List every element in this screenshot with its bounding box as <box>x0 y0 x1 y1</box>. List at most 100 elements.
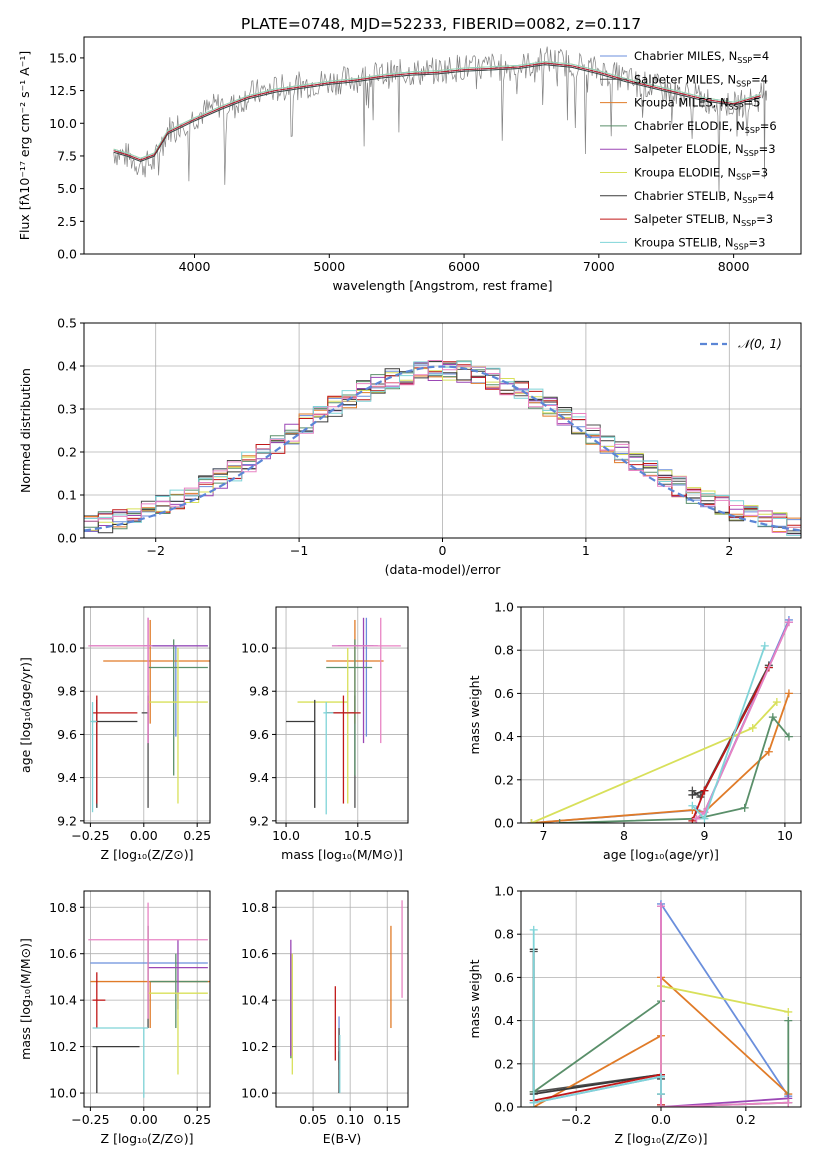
legend-count: =5 <box>744 96 761 110</box>
residuals-ytick-label: 0.1 <box>57 488 77 503</box>
weight_vs_Z-xlabel: Z [log₁₀(Z/Z⊙)] <box>615 1131 708 1146</box>
weight_vs_age-point-marker <box>688 801 697 810</box>
spectrum-ytick-label: 12.5 <box>49 83 77 98</box>
spectrum-ytick-label: 10.0 <box>49 116 77 131</box>
weight_vs_Z-xtick-label: 0.2 <box>736 1112 756 1127</box>
age_vs_mass-frame <box>275 606 409 824</box>
mass_vs_Z-grid <box>84 891 210 1107</box>
weight_vs_age-xtick-label: 7 <box>540 828 548 843</box>
weight_vs_Z-point-marker <box>657 1072 665 1081</box>
mass_vs_ebv-ytick-label: 10.2 <box>241 1039 269 1054</box>
weight_vs_Z-ytick-label: 1.0 <box>494 884 514 899</box>
weight_vs_Z-point-marker <box>784 1098 793 1107</box>
spectrum-legend: Chabrier MILES, NSSP=4 Salpeter MILES, NS… <box>600 49 777 251</box>
mass_vs_ebv-xlabel: E(B-V) <box>323 1131 362 1146</box>
spectrum-frame <box>83 36 802 255</box>
age_vs_Z-frame <box>83 606 211 824</box>
age_vs_Z-panel: −0.25 0.00 0.25 9.2 9.4 9.6 9.8 10.0 Z [log₁₀(Z/… <box>18 606 211 862</box>
weight_vs_age-point-marker <box>760 641 769 650</box>
spectrum-xtick-label: 6000 <box>448 259 480 274</box>
mass_vs_Z-xtick-label: 0.00 <box>130 1112 158 1127</box>
spectrum-xtick-label: 7000 <box>583 259 615 274</box>
legend-entry-label: Kroupa STELIB, NSSP=3 <box>634 235 765 251</box>
legend-entry-label: Kroupa ELODIE, NSSP=3 <box>634 166 768 182</box>
spectrum-ytick-label: 15.0 <box>49 50 77 65</box>
spectrum-xtick-label: 4000 <box>179 259 211 274</box>
model-spectrum-line <box>113 62 761 161</box>
weight_vs_age-point-marker <box>784 689 793 698</box>
legend-entry-label: Salpeter ELODIE, NSSP=3 <box>634 142 776 158</box>
model-spectrum-line <box>113 61 761 159</box>
age_vs_mass-ytick-label: 9.4 <box>249 770 269 785</box>
mass_vs_ebv-ytick-label: 10.8 <box>241 900 269 915</box>
age_vs_mass-ytick-label: 9.8 <box>249 684 269 699</box>
weight_vs_Z-point-marker <box>657 1103 665 1107</box>
age_vs_Z-xtick-label: 0.00 <box>130 828 158 843</box>
weight_vs_age-point-marker <box>688 816 697 823</box>
weight_vs_age-point-marker <box>700 814 709 823</box>
weight_vs_age-ytick-label: 0.8 <box>494 643 514 658</box>
age_vs_mass-plot-area <box>286 617 401 815</box>
residuals-panel: −2 −1 0 1 2 0.0 0.1 0.2 0.3 0.4 0.5 (data-model)/er… <box>18 316 802 577</box>
age_vs_Z-ytick-label: 10.0 <box>49 641 77 656</box>
weight_vs_Z-ylabel: mass weight <box>467 959 482 1038</box>
weight_vs_age-point-marker <box>784 732 793 741</box>
spectrum-ylabel: Flux [fλ10⁻¹⁷ erg cm⁻² s⁻¹ A⁻¹] <box>17 51 32 240</box>
legend-count: =3 <box>749 235 766 249</box>
weight_vs_age-point-marker <box>700 786 709 795</box>
legend-subscript: SSP <box>744 149 759 158</box>
age_vs_Z-ytick-label: 9.2 <box>57 813 77 828</box>
mass_vs_ebv-xtick-label: 0.15 <box>373 1112 401 1127</box>
weight_vs_Z-plot-area <box>529 899 793 1107</box>
weight_vs_Z-series-line <box>532 929 662 1104</box>
weight_vs_Z-ytick-label: 0.4 <box>494 1013 514 1028</box>
weight_vs_age-grid <box>521 606 801 824</box>
weight_vs_Z-point-marker <box>784 1007 793 1016</box>
figure-title: PLATE=0748, MJD=52233, FIBERID=0082, z=0… <box>241 15 641 33</box>
residuals-grid <box>84 322 801 539</box>
weight_vs_age-series-line <box>531 693 790 823</box>
age_vs_Z-ytick-label: 9.8 <box>57 684 77 699</box>
weight_vs_Z-ytick-label: 0.8 <box>494 927 514 942</box>
age_vs_Z-xtick-label: 0.25 <box>183 828 211 843</box>
weight_vs_Z-series-line <box>532 951 662 1094</box>
residuals-xtick-label: −1 <box>290 543 308 558</box>
spectrum-xlabel: wavelength [Angstrom, rest frame] <box>332 278 552 293</box>
spectrum-ytick-label: 2.5 <box>57 214 77 229</box>
legend-count: =3 <box>756 212 773 226</box>
weight_vs_age-point-marker <box>772 698 781 707</box>
weight_vs_age-series-line <box>559 715 790 823</box>
spectrum-plot-area <box>113 46 768 193</box>
residuals-ytick-label: 0.3 <box>57 402 77 417</box>
legend-normal-label: 𝒩(0, 1) <box>738 337 782 351</box>
weight_vs_age-frame <box>520 606 802 824</box>
residuals-xtick-label: −2 <box>146 543 164 558</box>
spectrum-panel: 4000 5000 6000 7000 8000 0.0 2.5 5.0 7.5 10.0 12.5… <box>17 36 802 293</box>
weight_vs_age-point-marker <box>764 747 773 756</box>
weight_vs_age-xtick-label: 9 <box>700 828 708 843</box>
mass_vs_ebv-grid <box>276 891 408 1107</box>
residuals-plot-area <box>84 360 801 538</box>
legend-count: =4 <box>751 72 768 86</box>
residuals-ytick-label: 0.2 <box>57 445 77 460</box>
legend-subscript: SSP <box>741 219 756 228</box>
legend-entry-label: Chabrier MILES, NSSP=4 <box>634 49 769 65</box>
age_vs_mass-xlabel: mass [log₁₀(M/M⊙)] <box>281 847 403 862</box>
mass_vs_ebv-plot-area <box>290 900 403 1094</box>
weight_vs_Z-frame <box>520 890 802 1108</box>
spectrum-xtick-label: 5000 <box>313 259 345 274</box>
legend-count: =3 <box>751 166 768 180</box>
weight_vs_age-ytick-label: 0.0 <box>494 816 514 831</box>
mass_vs_ebv-frame <box>275 890 409 1108</box>
weight_vs_age-xtick-label: 10 <box>777 828 793 843</box>
spectrum-ytick-label: 5.0 <box>57 181 77 196</box>
weight_vs_Z-xtick-label: 0.0 <box>651 1112 671 1127</box>
residuals-ytick-label: 0.4 <box>57 359 77 374</box>
spectrum-ytick-label: 0.0 <box>57 247 77 262</box>
weight_vs_age-xlabel: age [log₁₀(age/yr)] <box>603 847 719 862</box>
weight_vs_Z-panel: −0.2 0.0 0.2 0.0 0.2 0.4 0.6 0.8 1.0 Z [log₁₀(Z/Z… <box>467 884 802 1146</box>
mass_vs_ebv-ytick-label: 10.4 <box>241 993 269 1008</box>
mass_vs_Z-xlabel: Z [log₁₀(Z/Z⊙)] <box>101 1131 194 1146</box>
mass_vs_ebv-xtick-label: 0.05 <box>299 1112 327 1127</box>
